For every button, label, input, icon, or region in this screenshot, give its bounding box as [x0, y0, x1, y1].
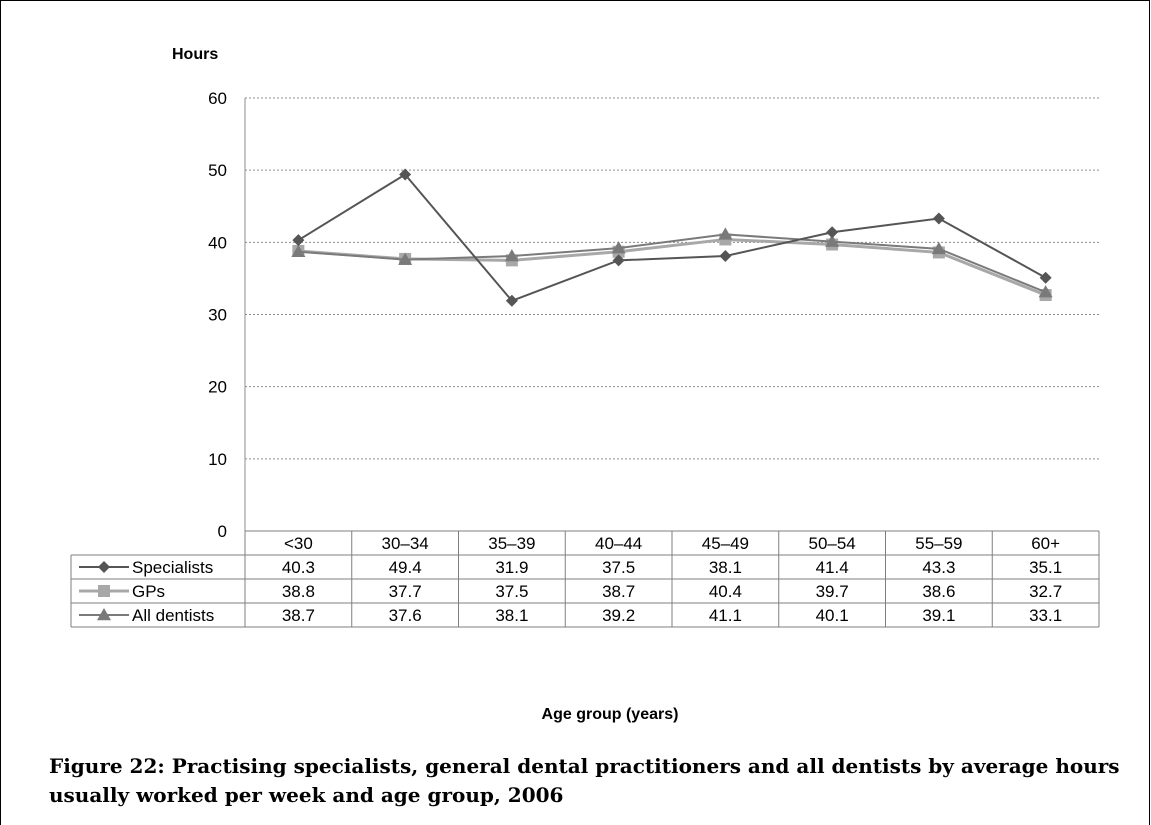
- data-point-diamond: [719, 250, 732, 263]
- series-all-dentists: [291, 227, 1053, 298]
- x-tick-label: 40–44: [595, 534, 642, 553]
- legend-label: All dentists: [132, 606, 214, 625]
- data-label: 38.8: [282, 582, 315, 601]
- line-chart: Hours 0 10 20 30 40 50 60 <30 30–34 35–39 40–44 45…: [70, 46, 1100, 723]
- y-tick-label: 0: [218, 522, 227, 541]
- x-tick-label: 60+: [1031, 534, 1060, 553]
- y-tick-label: 30: [208, 306, 227, 325]
- legend-label: GPs: [132, 582, 165, 601]
- data-label: 40.3: [282, 558, 315, 577]
- data-label: 39.1: [922, 606, 955, 625]
- y-tick-labels: 0 10 20 30 40 50 60: [208, 89, 227, 541]
- data-point-diamond: [612, 254, 625, 267]
- data-label: 38.1: [495, 606, 528, 625]
- y-axis-label: Hours: [172, 46, 218, 63]
- x-tick-label: 35–39: [488, 534, 535, 553]
- data-point-triangle: [504, 249, 519, 262]
- data-label: 38.6: [922, 582, 955, 601]
- x-tick-label: 55–59: [915, 534, 962, 553]
- data-point-square: [98, 585, 110, 597]
- data-point-triangle: [825, 234, 840, 247]
- data-point-diamond: [932, 212, 945, 225]
- x-tick-label: 45–49: [702, 534, 749, 553]
- legend-label: Specialists: [132, 558, 213, 577]
- data-point-diamond: [1039, 271, 1052, 284]
- series-specialists: [292, 168, 1052, 307]
- data-point-diamond: [98, 561, 110, 573]
- data-point-triangle: [291, 244, 306, 257]
- data-label: 32.7: [1029, 582, 1062, 601]
- data-label: 43.3: [922, 558, 955, 577]
- table-row: All dentists 38.7 37.6 38.1 39.2 41.1 40.1 39.1…: [79, 606, 1062, 625]
- data-label: 40.4: [709, 582, 742, 601]
- y-tick-label: 20: [208, 378, 227, 397]
- gridlines: [244, 97, 1099, 531]
- data-label: 37.6: [389, 606, 422, 625]
- data-point-diamond: [399, 168, 412, 181]
- table-row: Specialists 40.3 49.4 31.9 37.5 38.1 41.4 43.3 3…: [79, 558, 1062, 577]
- table-row: GPs 38.8 37.7 37.5 38.7 40.4 39.7 38.6 32.7: [79, 582, 1062, 601]
- data-label: 38.1: [709, 558, 742, 577]
- data-label: 38.7: [282, 606, 315, 625]
- data-label: 31.9: [495, 558, 528, 577]
- data-label: 35.1: [1029, 558, 1062, 577]
- data-point-triangle: [1038, 285, 1053, 298]
- data-point-triangle: [931, 241, 946, 255]
- data-label: 37.7: [389, 582, 422, 601]
- data-point-diamond: [826, 226, 839, 239]
- data-label: 38.7: [602, 582, 635, 601]
- data-label: 41.4: [816, 558, 849, 577]
- data-label: 39.2: [602, 606, 635, 625]
- x-tick-label: <30: [284, 534, 313, 553]
- data-point-triangle: [398, 252, 413, 265]
- data-label: 40.1: [816, 606, 849, 625]
- series-gps: [292, 233, 1052, 302]
- data-label: 49.4: [389, 558, 422, 577]
- data-label: 41.1: [709, 606, 742, 625]
- data-label: 33.1: [1029, 606, 1062, 625]
- series-lines: [291, 168, 1053, 307]
- x-tick-label: 30–34: [381, 534, 428, 553]
- data-point-diamond: [505, 294, 518, 307]
- data-point-triangle: [611, 241, 626, 254]
- data-label: 37.5: [495, 582, 528, 601]
- series-line: [298, 233, 1047, 294]
- data-point-triangle: [718, 227, 733, 240]
- series-line: [297, 173, 1047, 302]
- data-point-triangle: [97, 608, 111, 621]
- data-label: 39.7: [816, 582, 849, 601]
- data-table: <30 30–34 35–39 40–44 45–49 50–54 55–59 60+ Spec…: [70, 530, 1100, 628]
- x-axis-label: Age group (years): [542, 706, 679, 723]
- data-label: 37.5: [602, 558, 635, 577]
- data-point-diamond: [292, 234, 305, 247]
- y-tick-label: 40: [208, 233, 227, 252]
- y-tick-label: 60: [208, 89, 227, 108]
- figure-caption: Figure 22: Practising specialists, gener…: [49, 754, 1120, 807]
- y-tick-label: 50: [208, 161, 227, 180]
- y-tick-label: 10: [208, 450, 227, 469]
- x-tick-label: 50–54: [808, 534, 855, 553]
